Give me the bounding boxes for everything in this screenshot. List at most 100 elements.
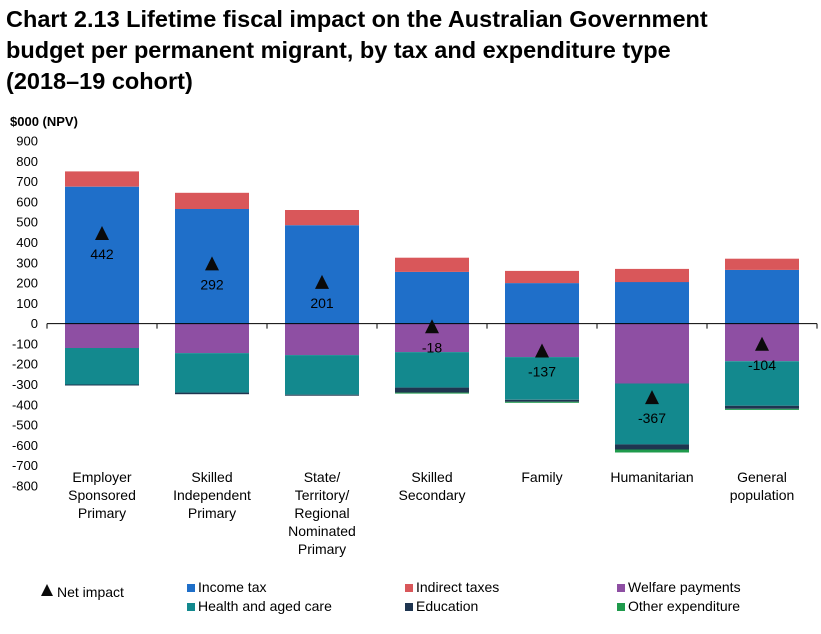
chart-title-line-3: (2018–19 cohort) xyxy=(6,68,193,94)
y-tick-label: 800 xyxy=(16,154,38,169)
net-impact-data-label: -104 xyxy=(748,357,776,373)
legend-label: Welfare payments xyxy=(628,579,741,595)
y-tick-label: -500 xyxy=(12,418,38,433)
net-impact-markers: 442 292 201 -18 -137 -367 -104 xyxy=(90,225,776,426)
chart-title: Chart 2.13 Lifetime fiscal impact on the… xyxy=(6,4,806,97)
bar-segment xyxy=(175,192,249,209)
net-impact-data-label: 201 xyxy=(310,295,334,311)
bars xyxy=(46,171,818,453)
bar-segment xyxy=(285,355,359,395)
legend: Net impact Income tax Indirect taxes Welfar… xyxy=(41,579,741,614)
category-label: State/Territory/Regional Nominated Primary xyxy=(288,469,356,557)
bar-segment xyxy=(395,257,469,272)
category-label: Family xyxy=(521,469,562,485)
legend-label: Indirect taxes xyxy=(416,579,499,595)
bar-segment xyxy=(505,270,579,284)
bar-segment xyxy=(725,405,799,409)
y-tick-label: 0 xyxy=(31,316,38,331)
bar-segment xyxy=(615,268,689,283)
net-impact-data-label: -367 xyxy=(638,410,666,426)
bar-segment xyxy=(395,387,469,393)
category-label-line: Skilled xyxy=(191,469,232,485)
bar-segment xyxy=(65,186,139,324)
bar-segment xyxy=(615,323,689,384)
bar-segment xyxy=(725,258,799,270)
bar-segment xyxy=(395,352,469,388)
net-impact-marker xyxy=(205,256,219,271)
net-impact-marker xyxy=(535,343,549,358)
y-tick-label: -100 xyxy=(12,336,38,351)
chart-title-line-1: Chart 2.13 Lifetime fiscal impact on the… xyxy=(6,6,708,32)
category-label: General population xyxy=(730,469,795,503)
bar-segment xyxy=(65,171,139,187)
bar-segment xyxy=(285,323,359,356)
category-label-line: Regional xyxy=(294,505,349,521)
bar-segment xyxy=(505,399,579,402)
y-axis-label: $000 (NPV) xyxy=(10,114,78,129)
category-label-line: Nominated xyxy=(288,523,356,539)
net-impact-data-label: 442 xyxy=(90,246,114,262)
category-label-line: State/ xyxy=(304,469,341,485)
legend-swatch xyxy=(405,584,413,592)
y-tick-label: 900 xyxy=(16,134,38,149)
legend-swatch xyxy=(617,603,625,611)
y-tick-label: 700 xyxy=(16,174,38,189)
y-tick-label: 400 xyxy=(16,235,38,250)
bar-segment xyxy=(615,444,689,450)
bar-segment xyxy=(285,394,359,396)
bar-segment xyxy=(175,323,249,353)
bar-segment xyxy=(175,392,249,395)
y-tick-label: 100 xyxy=(16,296,38,311)
legend-swatch xyxy=(187,603,195,611)
chart-title-line-2: budget per permanent migrant, by tax and… xyxy=(6,37,671,63)
bar-segment xyxy=(615,449,689,453)
category-label-line: population xyxy=(730,487,795,503)
y-tick-label: -800 xyxy=(12,479,38,494)
y-tick-label: -700 xyxy=(12,458,38,473)
bar-segment xyxy=(285,225,359,324)
bar-segment xyxy=(505,283,579,324)
y-tick-label: -200 xyxy=(12,357,38,372)
legend-net-impact-icon xyxy=(41,584,53,596)
legend-label: Income tax xyxy=(198,579,266,595)
legend-label: Health and aged care xyxy=(198,598,332,614)
y-tick-label: 600 xyxy=(16,194,38,209)
category-label-line: Skilled xyxy=(411,469,452,485)
net-impact-data-label: -18 xyxy=(422,339,442,355)
bar-segment xyxy=(615,282,689,324)
legend-label: Education xyxy=(416,598,478,614)
y-tick-labels: 900 800 700 600 500 400 300 200 100 0 -100 -200 -300… xyxy=(12,134,38,494)
bar-segment xyxy=(725,408,799,410)
net-impact-data-label: 292 xyxy=(200,276,224,292)
category-label-line: Territory/ xyxy=(295,487,350,503)
net-impact-marker xyxy=(315,274,329,289)
bar-segment xyxy=(65,384,139,386)
bar-segment xyxy=(395,392,469,394)
net-impact-data-label: -137 xyxy=(528,363,556,379)
net-impact-marker xyxy=(95,225,109,240)
legend-label: Other expenditure xyxy=(628,598,740,614)
bar-segment xyxy=(395,271,469,324)
bar-segment xyxy=(505,357,579,400)
bar-segment xyxy=(175,353,249,393)
category-label-line: Sponsored xyxy=(68,487,136,503)
net-impact-marker xyxy=(755,336,769,351)
bar-segment xyxy=(285,210,359,226)
y-tick-label: -300 xyxy=(12,377,38,392)
legend-label: Net impact xyxy=(57,584,124,600)
legend-swatch xyxy=(187,584,195,592)
category-label-line: Independent xyxy=(173,487,251,503)
category-label: Humanitarian xyxy=(610,469,693,485)
category-labels: Employer Sponsored Primary Skilled Independe… xyxy=(68,469,794,557)
y-tick-label: 200 xyxy=(16,276,38,291)
y-tick-label: 300 xyxy=(16,255,38,270)
y-tick-label: -600 xyxy=(12,438,38,453)
legend-swatch xyxy=(617,584,625,592)
net-impact-marker xyxy=(425,319,439,334)
net-impact-marker xyxy=(645,390,659,405)
y-tick-label: -400 xyxy=(12,397,38,412)
bar-segment xyxy=(65,348,139,385)
bar-segment xyxy=(65,323,139,348)
category-label-line: Primary xyxy=(298,541,346,557)
